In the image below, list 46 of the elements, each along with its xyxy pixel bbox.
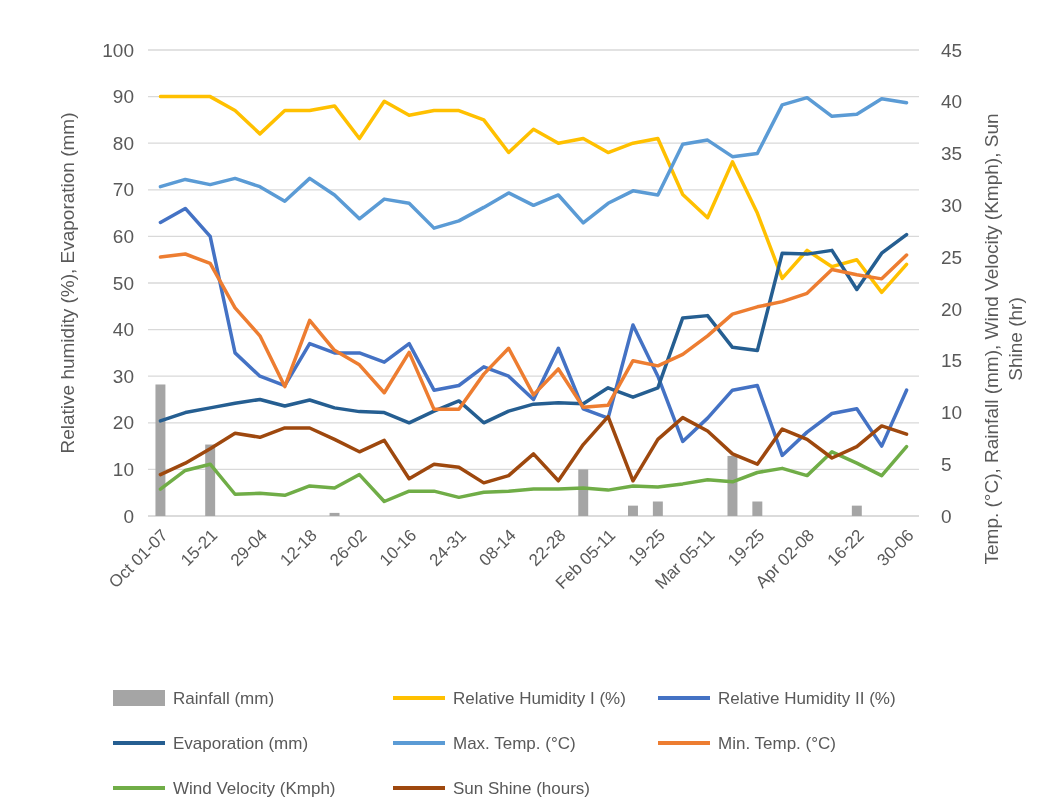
y2-tick-label: 15 — [941, 350, 963, 372]
legend-label: Wind Velocity (Kmph) — [173, 778, 336, 798]
y-tick-label: 0 — [123, 505, 134, 527]
bar — [628, 505, 638, 516]
y-tick-label: 90 — [112, 86, 134, 108]
line-series — [158, 252, 909, 412]
y-tick-label: 100 — [102, 39, 134, 61]
y2-tick-label: 40 — [941, 91, 963, 113]
y2-tick-label: 45 — [941, 39, 963, 61]
legend-label: Sun Shine (hours) — [453, 778, 591, 798]
y-axis-title: Relative humidity (%), Evaporation (mm) — [57, 112, 78, 454]
y-tick-label: 50 — [112, 272, 134, 294]
legend-label: Relative Humidity I (%) — [453, 688, 626, 708]
bar — [752, 501, 763, 516]
line-series — [158, 414, 909, 485]
y-tick-label: 70 — [112, 179, 134, 201]
bar — [155, 384, 166, 516]
y2-axis-title: Temp. (°C), Rainfall (mm), Wind Velocity (Kmph), Sun Shine (hr) — [981, 113, 1026, 565]
y-tick-label: 30 — [112, 365, 134, 387]
y2-tick-label: 25 — [941, 246, 963, 268]
bar — [329, 512, 340, 516]
legend-label: Relative Humidity II (%) — [718, 688, 896, 708]
legend-label: Rainfall (mm) — [173, 688, 275, 708]
y2-tick-label: 5 — [941, 453, 952, 475]
legend-label: Max. Temp. (°C) — [453, 733, 576, 753]
bar — [851, 505, 862, 516]
y-tick-label: 10 — [112, 459, 134, 481]
legend-label: Min. Temp. (°C) — [718, 733, 836, 753]
y2-tick-label: 0 — [941, 505, 952, 527]
line-series — [158, 95, 909, 230]
line-series — [158, 232, 909, 425]
bar — [727, 455, 738, 516]
y-tick-label: 80 — [112, 132, 134, 154]
legend-label: Evaporation (mm) — [173, 733, 309, 753]
y-tick-label: 60 — [112, 226, 134, 248]
line-series — [158, 444, 909, 504]
y2-tick-label: 30 — [941, 194, 963, 216]
y-tick-label: 40 — [112, 319, 134, 341]
y2-tick-label: 35 — [941, 143, 963, 165]
line-series — [158, 206, 909, 458]
bar — [578, 469, 589, 516]
y2-tick-label: 20 — [941, 298, 963, 320]
line-series — [158, 94, 909, 295]
y2-tick-label: 10 — [941, 402, 963, 424]
y-tick-label: 20 — [112, 412, 134, 434]
bar — [652, 501, 663, 516]
